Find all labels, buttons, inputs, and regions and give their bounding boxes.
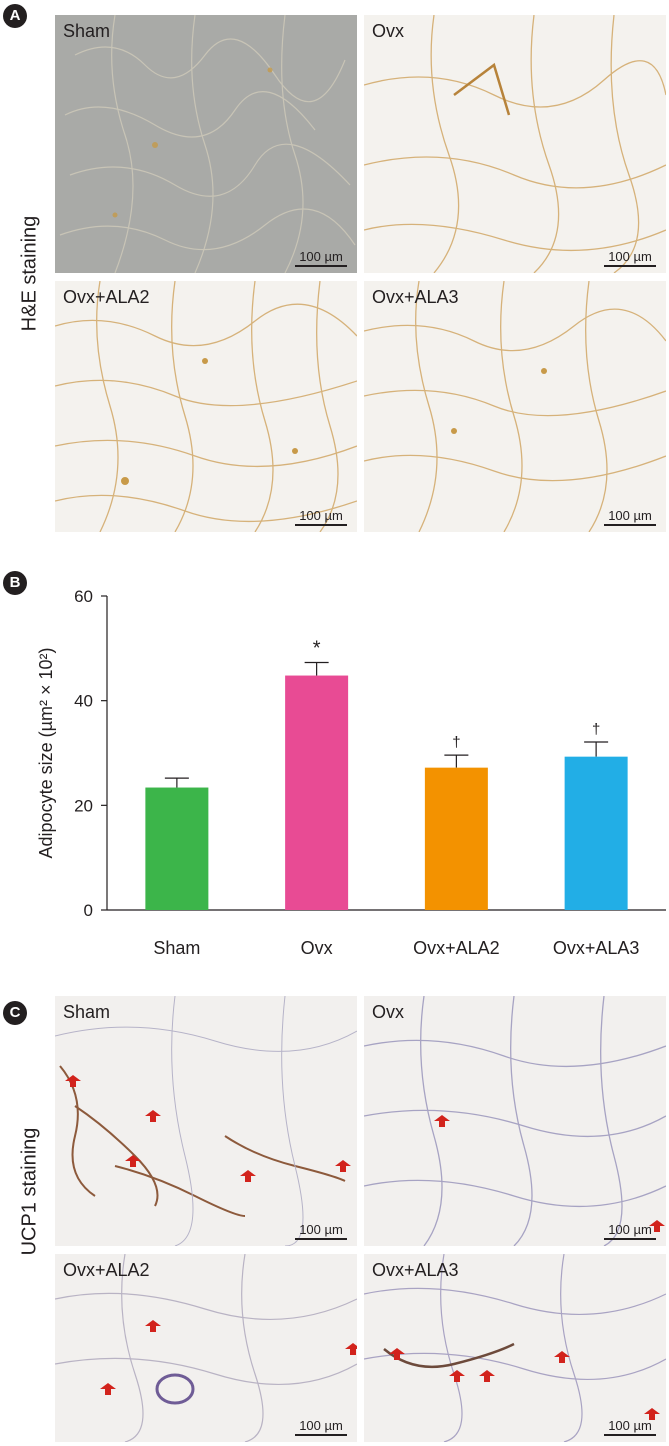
adipose-tissue-texture <box>55 281 357 532</box>
significance-mark: † <box>592 721 600 738</box>
scale-bar: 100 µm <box>295 508 347 526</box>
x-tick-label: Ovx+ALA3 <box>553 938 640 958</box>
bar-ovx-ala3 <box>564 756 628 910</box>
ucp1-label-ovx-ala3: Ovx+ALA3 <box>372 1260 459 1280</box>
ucp1-staining-label: UCP1 staining <box>18 1127 41 1256</box>
x-tick-label: Ovx+ALA2 <box>413 938 500 958</box>
significance-mark: * <box>313 637 321 659</box>
ucp1-tissue-texture <box>55 1254 357 1442</box>
ucp1-label-ovx-ala2: Ovx+ALA2 <box>63 1260 150 1280</box>
x-tick-label: Sham <box>153 938 200 958</box>
y-axis-title: Adipocyte size (µm² × 10²) <box>36 648 56 859</box>
adipose-tissue-texture <box>59 15 356 273</box>
x-tick-label: Ovx <box>301 938 333 958</box>
y-tick-label: 60 <box>74 587 93 606</box>
ucp1-label-sham: Sham <box>63 1002 111 1022</box>
ucp1-tissue-texture <box>364 1254 666 1442</box>
ucp1-image-ovx-ala3: Ovx+ALA3 100 µm <box>364 1254 666 1442</box>
scale-bar: 100 µm <box>604 249 656 267</box>
scale-bar: 100 µm <box>604 508 656 526</box>
ucp1-tissue-texture <box>364 996 666 1246</box>
y-tick-label: 20 <box>74 796 93 815</box>
he-label-sham: Sham <box>63 21 111 41</box>
he-image-sham: Sham 100 µm <box>55 15 357 273</box>
ucp1-image-ovx-ala2: Ovx+ALA2 100 µm <box>55 1254 357 1442</box>
he-image-ovx-ala2: Ovx+ALA2 100 µm <box>55 281 357 532</box>
ucp1-image-sham: Sham 100 µm <box>55 996 357 1246</box>
adipocyte-size-chart: 0 20 40 60 Adipocyte size (µm² × 10²) Sham * Ov… <box>36 587 666 958</box>
scale-bar: 100 µm <box>295 249 347 267</box>
he-label-ovx-ala3: Ovx+ALA3 <box>372 287 459 307</box>
ucp1-image-ovx: Ovx 100 µm <box>364 996 666 1246</box>
bar-ovx-ala2 <box>424 767 488 910</box>
bar-sham <box>145 787 209 910</box>
he-label-ovx-ala2: Ovx+ALA2 <box>63 287 150 307</box>
y-tick-label: 40 <box>74 692 93 711</box>
panel-c-badge: C <box>3 1001 27 1025</box>
he-image-ovx-ala3: Ovx+ALA3 100 µm <box>364 281 666 532</box>
scale-bar: 100 µm <box>604 1222 656 1240</box>
ucp1-label-ovx: Ovx <box>372 1002 405 1022</box>
panel-b-badge: B <box>3 571 27 595</box>
scale-bar: 100 µm <box>604 1418 656 1436</box>
he-label-ovx: Ovx <box>372 21 405 41</box>
adipose-tissue-texture <box>364 281 666 532</box>
scale-bar: 100 µm <box>295 1222 347 1240</box>
y-tick-label: 0 <box>84 901 93 920</box>
he-staining-label: H&E staining <box>18 215 41 332</box>
bar-ovx <box>285 675 349 910</box>
scale-bar: 100 µm <box>295 1418 347 1436</box>
significance-mark: † <box>452 734 460 751</box>
panel-a-badge: A <box>3 4 27 28</box>
ucp1-tissue-texture <box>55 996 357 1246</box>
adipose-tissue-texture <box>364 15 666 273</box>
he-image-ovx: Ovx 100 µm <box>364 15 666 273</box>
